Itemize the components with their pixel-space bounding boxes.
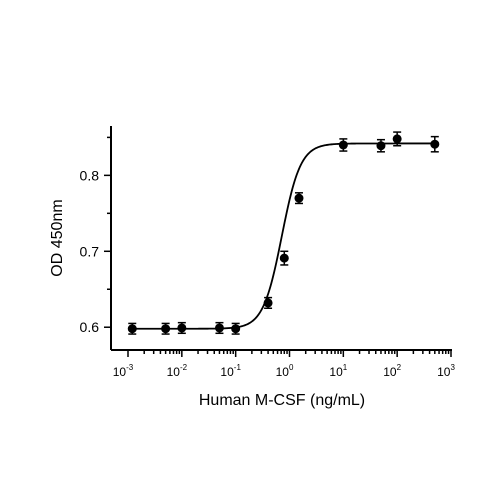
data-point (392, 131, 402, 147)
y-axis-label: OD 450nm (49, 199, 66, 276)
x-ticks: 10-3 10-2 10-1 100 101 102 103 (113, 350, 455, 379)
point-marker (338, 140, 348, 150)
y-axis: 0.6 0.7 0.8 (80, 126, 112, 350)
x-tick-label: 10-1 (220, 363, 241, 379)
point-marker (231, 324, 241, 334)
fit-curve (132, 142, 435, 330)
data-point (294, 192, 304, 205)
x-tick-label: 100 (276, 363, 294, 379)
data-point (263, 296, 273, 309)
x-axis-label: Human M-CSF (ng/mL) (199, 392, 365, 409)
point-marker (294, 193, 304, 203)
data-point (279, 250, 289, 266)
x-axis: 10-3 10-2 10-1 100 101 102 103 (111, 349, 455, 379)
y-tick-label: 0.7 (80, 243, 100, 259)
y-tick-label: 0.8 (80, 167, 100, 183)
point-marker (430, 139, 440, 149)
point-marker (263, 298, 273, 308)
point-marker (214, 323, 224, 333)
data-point (177, 321, 187, 335)
point-marker (376, 141, 386, 151)
point-marker (279, 253, 289, 263)
x-tick-label: 102 (383, 363, 401, 379)
x-tick-label: 10-3 (113, 363, 134, 379)
data-point (161, 322, 171, 335)
data-point (430, 135, 440, 153)
point-marker (127, 324, 137, 334)
y-tick-label: 0.6 (80, 319, 100, 335)
data-point (214, 321, 224, 335)
data-point (338, 138, 348, 152)
x-tick-label: 10-2 (167, 363, 188, 379)
data-point (127, 322, 137, 335)
point-marker (177, 323, 187, 333)
x-tick-label: 103 (437, 363, 455, 379)
data-point (376, 138, 386, 153)
data-points (127, 131, 440, 335)
x-tick-label: 101 (329, 363, 347, 379)
y-ticks: 0.6 0.7 0.8 (80, 136, 111, 335)
point-marker (161, 324, 171, 334)
data-point (231, 322, 241, 335)
point-marker (392, 134, 402, 144)
